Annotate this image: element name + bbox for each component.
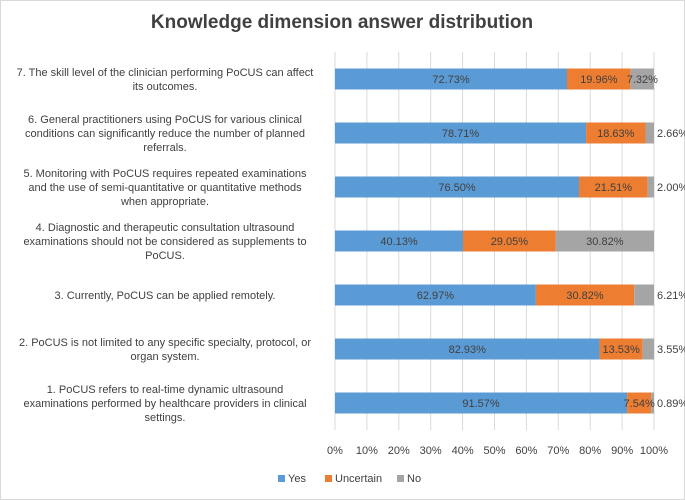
data-label: 6.21% xyxy=(657,290,685,302)
data-label: 21.51% xyxy=(595,182,633,194)
bar-segment-yes xyxy=(335,338,600,360)
x-tick-label: 30% xyxy=(420,445,442,457)
category-label-line: when appropriate. xyxy=(120,196,209,208)
data-label: 3.55% xyxy=(657,344,685,356)
bar-segment-yes xyxy=(335,392,628,414)
bar-segment-yes xyxy=(335,284,536,306)
category-label-line: and the use of semi-quantitative or quan… xyxy=(28,182,302,194)
legend-swatch-yes xyxy=(278,475,285,482)
category-label-line: 1. PoCUS refers to real-time dynamic ult… xyxy=(47,384,284,396)
x-tick-label: 40% xyxy=(452,445,474,457)
x-tick-label: 10% xyxy=(356,445,378,457)
bar-segment-uncertain xyxy=(599,338,643,360)
data-label: 82.93% xyxy=(449,344,487,356)
bar-segment-yes xyxy=(335,230,464,252)
chart-title: Knowledge dimension answer distribution xyxy=(151,12,533,33)
data-label: 2.66% xyxy=(657,128,685,140)
bar-segment-uncertain xyxy=(586,122,646,144)
category-label-line: 4. Diagnostic and therapeutic consultati… xyxy=(36,222,295,234)
x-tick-label: 100% xyxy=(640,445,668,457)
x-tick-label: 60% xyxy=(515,445,537,457)
category-label-line: its outcomes. xyxy=(133,81,198,93)
bar-segment-no xyxy=(645,122,654,144)
bar-segment-uncertain xyxy=(627,392,652,414)
data-label: 30.82% xyxy=(566,290,604,302)
bar-segment-uncertain xyxy=(535,284,635,306)
data-label: 76.50% xyxy=(438,182,476,194)
category-label: 4. Diagnostic and therapeutic consultati… xyxy=(23,222,306,262)
x-axis-ticks: 0% 10% 20% 30% 40% 50% 60% 70% 80% 90% 100% xyxy=(327,445,668,457)
data-label: 18.63% xyxy=(597,128,635,140)
x-tick-label: 70% xyxy=(547,445,569,457)
category-label-line: 5. Monitoring with PoCUS requires repeat… xyxy=(23,168,307,180)
data-label: 7.54% xyxy=(624,398,655,410)
x-tick-label: 80% xyxy=(579,445,601,457)
data-label: 0.89% xyxy=(657,398,685,410)
legend-swatch-uncertain xyxy=(325,475,332,482)
category-label-line: conditions can significantly reduce the … xyxy=(25,128,305,140)
data-label: 2.00% xyxy=(657,182,685,194)
category-labels: 7. The skill level of the clinician perf… xyxy=(17,67,314,424)
bar-segment-yes xyxy=(335,122,587,144)
legend-label-no: No xyxy=(407,473,421,485)
category-label-line: 2. PoCUS is not limited to any specific … xyxy=(19,337,311,349)
data-label: 91.57% xyxy=(462,398,500,410)
data-label: 29.05% xyxy=(491,236,529,248)
bar-segment-uncertain xyxy=(579,176,648,198)
bar-segment-yes xyxy=(335,68,568,90)
category-label: 7. The skill level of the clinician perf… xyxy=(17,67,314,93)
data-label: 19.96% xyxy=(580,74,618,86)
x-tick-label: 0% xyxy=(327,445,343,457)
bar-segment-no xyxy=(647,176,655,198)
category-label: 3. Currently, PoCUS can be applied remot… xyxy=(55,290,276,302)
category-label: 1. PoCUS refers to real-time dynamic ult… xyxy=(23,384,306,424)
x-tick-label: 90% xyxy=(611,445,633,457)
category-label: 6. General practitioners using PoCUS for… xyxy=(25,114,305,154)
legend-swatch-no xyxy=(397,475,404,482)
bar-segment-no xyxy=(642,338,655,360)
legend-label-uncertain: Uncertain xyxy=(335,473,382,485)
category-label-line: examinations should not be considered as… xyxy=(23,236,306,248)
data-label: 30.82% xyxy=(586,236,624,248)
bars: 72.73% 19.96% 7.32% 78.71% 18.63% 2.66% 76.50%… xyxy=(335,68,685,414)
bar-segment-no xyxy=(651,392,654,414)
data-label: 7.32% xyxy=(627,74,658,86)
category-label-line: PoCUS. xyxy=(145,250,185,262)
data-label: 13.53% xyxy=(602,344,640,356)
category-label: 5. Monitoring with PoCUS requires repeat… xyxy=(23,168,307,208)
x-tick-label: 20% xyxy=(388,445,410,457)
bar-segment-uncertain xyxy=(567,68,631,90)
bar-segment-no xyxy=(555,230,654,252)
data-label: 78.71% xyxy=(442,128,480,140)
category-label-line: settings. xyxy=(145,412,186,424)
category-label-line: referrals. xyxy=(143,142,186,154)
category-label-line: examinations performed by healthcare pro… xyxy=(23,398,306,410)
category-label-line: 3. Currently, PoCUS can be applied remot… xyxy=(55,290,276,302)
legend: Yes Uncertain No xyxy=(278,473,421,485)
data-label: 40.13% xyxy=(380,236,418,248)
bar-segment-yes xyxy=(335,176,580,198)
category-label-line: 7. The skill level of the clinician perf… xyxy=(17,67,314,79)
bar-segment-no xyxy=(634,284,654,306)
category-label-line: 6. General practitioners using PoCUS for… xyxy=(28,114,302,126)
data-label: 62.97% xyxy=(417,290,455,302)
category-label-line: organ system. xyxy=(130,351,199,363)
category-label: 2. PoCUS is not limited to any specific … xyxy=(19,337,311,363)
bar-segment-no xyxy=(630,68,655,90)
bar-segment-uncertain xyxy=(463,230,556,252)
legend-label-yes: Yes xyxy=(288,473,306,485)
data-label: 72.73% xyxy=(432,74,470,86)
x-tick-label: 50% xyxy=(483,445,505,457)
